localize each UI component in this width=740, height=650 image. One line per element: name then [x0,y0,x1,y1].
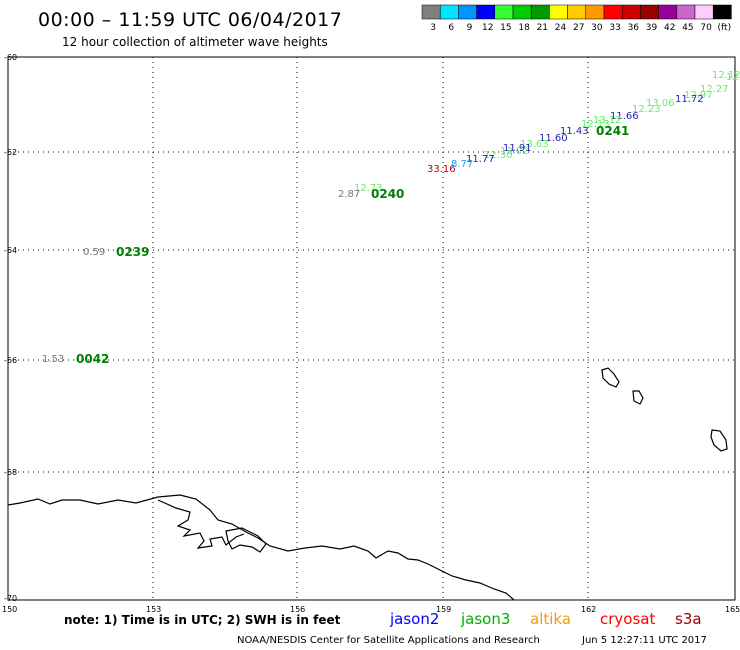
swh-value: 12.13 [581,119,610,130]
mission-jason2: jason2 [389,610,439,628]
swh-value: 11.66 [610,111,639,122]
swh-value: 8.77 [451,159,473,170]
lon-label: 165 [725,605,740,614]
graticule [8,57,735,600]
swh-value: 11.43 [560,126,589,137]
mission-altika: altika [530,610,571,628]
swh-value: 13.63 [520,139,549,150]
lat-label: -70 [4,594,17,603]
color-swatch [640,4,659,20]
color-swatch [494,4,514,20]
generated-timestamp: Jun 5 12:27:11 UTC 2017 [581,635,707,646]
color-swatch [530,4,550,20]
map-title: 00:00 – 11:59 UTC 06/04/2017 [38,9,342,31]
pass-labels: 0241 0240 0239 0042 [76,124,629,366]
mission-legend: jason2 jason3 altika cryosat s3a [389,610,702,628]
pass-number: 0241 [596,124,629,138]
color-swatch-label: 70 [700,23,712,33]
color-swatch-label: 30 [591,23,603,33]
color-swatch-label: 36 [628,23,640,33]
swh-value: 12.12 [712,70,740,81]
lat-label: -66 [4,356,17,365]
color-swatch-label: (ft) [718,23,732,33]
swh-value: 13.12 [593,115,622,126]
swh-value: 13.06 [646,98,675,109]
swh-value: 33.16 [427,164,456,175]
swh-value: 1.53 [42,354,64,365]
mission-jason3: jason3 [460,610,510,628]
swh-value: 11.77 [466,154,495,165]
lat-label: -60 [4,53,17,62]
color-swatch-label: 15 [500,23,511,33]
color-swatch-label: 12 [482,23,493,33]
color-swatch-label: 18 [518,23,530,33]
color-swatch [421,4,441,20]
swh-value: 12.27 [700,84,729,95]
map-frame [7,56,736,601]
color-swatch-label: 21 [537,23,548,33]
color-swatch [712,4,732,20]
peninsula-inlet [157,499,245,549]
units-note: note: 1) Time is in UTC; 2) SWH is in fe… [64,613,341,627]
pass-number: 0239 [116,245,149,259]
color-swatch [458,4,477,20]
lon-label: 150 [2,605,17,614]
swh-value: 12.46 [726,72,740,83]
longitude-labels: 150 153 156 159 162 165 [2,605,740,614]
swh-value: 2.87 [338,189,360,200]
island-2 [632,390,644,405]
color-swatch [512,4,532,20]
color-swatch [567,4,587,20]
swh-value: 11.72 [675,94,704,105]
mission-s3a: s3a [675,610,702,628]
color-swatch [658,4,678,20]
color-swatch-label: 45 [682,23,693,33]
color-swatch [603,4,623,20]
island-3 [710,429,728,452]
color-swatch [476,4,496,20]
color-swatch-label: 24 [555,23,567,33]
coastal-peninsula [225,527,267,553]
wave-height-color-scale: 3 6 9 12 15 18 21 24 27 30 33 36 39 42 45 70 (ft) [421,4,732,33]
color-swatch-label: 9 [467,23,473,33]
swh-value: 12.97 [684,90,713,101]
color-swatch-label: 39 [646,23,658,33]
credit-line: NOAA/NESDIS Center for Satellite Applica… [237,635,540,646]
lat-label: -64 [4,246,17,255]
pass-number: 0240 [371,187,404,201]
color-swatch [585,4,605,20]
mission-cryosat: cryosat [600,610,655,628]
swh-value: 11.91 [503,143,532,154]
lon-label: 156 [290,605,305,614]
swh-value: 0.59 [83,247,105,258]
swh-value: 12.23 [632,104,661,115]
map-subtitle: 12 hour collection of altimeter wave hei… [62,35,328,49]
color-swatch [621,4,641,20]
pass-number: 0042 [76,352,109,366]
swh-value: 12.30 [484,150,513,161]
wave-height-labels: 12.12 12.46 12.27 12.97 11.72 13.06 12.2… [42,70,740,365]
color-swatch-label: 3 [430,23,436,33]
swh-value: 12.73 [354,183,383,194]
color-swatch-label: 33 [609,23,620,33]
lon-label: 153 [146,605,161,614]
lat-label: -62 [4,148,17,157]
color-swatch [439,4,459,20]
lon-label: 159 [436,605,451,614]
antarctic-coastline [7,494,515,601]
color-swatch-label: 6 [448,23,454,33]
swh-value: 11.60 [539,133,568,144]
color-swatch [676,4,696,20]
lon-label: 162 [581,605,596,614]
lat-label: -68 [4,468,17,477]
swh-value: 13.02 [500,146,529,157]
latitude-labels: -60 -62 -64 -66 -68 -70 [4,53,17,603]
color-swatch [694,4,714,20]
island-1 [601,367,620,388]
color-swatch-label: 42 [664,23,675,33]
color-swatch-label: 27 [573,23,584,33]
color-swatch [549,4,568,20]
